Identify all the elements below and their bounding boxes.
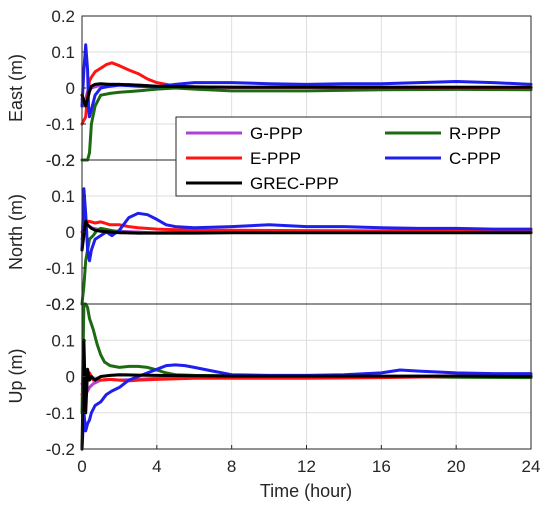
series-line-east-grec-ppp	[80, 82, 533, 108]
legend-label-grec-ppp: GREC-PPP	[250, 174, 339, 193]
y-tick-label: 0	[66, 368, 75, 387]
panel-north-series	[80, 187, 533, 306]
panel-up: 0.2 0.1 0 -0.1 -0.2 Up (m)	[6, 295, 533, 459]
panel-north-ylabel: North (m)	[6, 194, 26, 270]
panel-east-series	[80, 43, 533, 162]
series-line-north-grec-ppp	[80, 219, 533, 252]
y-tick-label: -0.1	[46, 259, 75, 278]
x-tick-label: 24	[522, 457, 541, 476]
y-tick-label: 0.2	[51, 151, 75, 170]
y-tick-label: 0.2	[51, 295, 75, 314]
y-tick-label: 0	[66, 79, 75, 98]
panel-up-ylabel: Up (m)	[6, 349, 26, 404]
series-line-up-c-ppp	[80, 363, 533, 451]
y-tick-label: -0.2	[46, 295, 75, 314]
legend-label-r-ppp: R-PPP	[449, 124, 501, 143]
panel-east-yticks: 0.2 0.1 0 -0.1 -0.2	[46, 7, 86, 170]
y-tick-label: 0.1	[51, 43, 75, 62]
panel-east-ylabel: East (m)	[6, 54, 26, 122]
legend: G-PPP R-PPP E-PPP C-PPP GREC-PPP	[175, 116, 532, 197]
panel-north-yticks: 0.2 0.1 0 -0.1 -0.2	[46, 151, 86, 314]
x-tick-label: 8	[227, 457, 236, 476]
legend-items: G-PPP R-PPP E-PPP C-PPP GREC-PPP	[186, 124, 501, 193]
series-line-east-r-ppp	[80, 86, 533, 162]
x-axis-label: Time (hour)	[260, 481, 352, 501]
y-tick-label: 0.1	[51, 187, 75, 206]
series-line-north-c-ppp	[80, 187, 533, 263]
y-tick-label: -0.1	[46, 115, 75, 134]
x-tick-label: 4	[152, 457, 161, 476]
panel-up-series	[80, 302, 533, 451]
x-tick-label: 12	[297, 457, 316, 476]
panel-up-yticks: 0.2 0.1 0 -0.1 -0.2	[46, 295, 86, 459]
legend-label-e-ppp: E-PPP	[250, 149, 301, 168]
legend-label-c-ppp: C-PPP	[449, 149, 501, 168]
y-tick-label: -0.2	[46, 151, 75, 170]
y-tick-label: -0.1	[46, 404, 75, 423]
legend-label-g-ppp: G-PPP	[250, 124, 303, 143]
y-tick-label: 0.2	[51, 7, 75, 26]
y-tick-label: -0.2	[46, 440, 75, 459]
series-line-up-grec-ppp	[80, 338, 533, 451]
x-tick-label: 20	[447, 457, 466, 476]
y-tick-label: 0.1	[51, 331, 75, 350]
y-tick-label: 0	[66, 223, 75, 242]
x-tick-label: 0	[77, 457, 86, 476]
x-axis-ticks: 0 4 8 12 16 20 24	[77, 445, 540, 476]
x-tick-label: 16	[372, 457, 391, 476]
